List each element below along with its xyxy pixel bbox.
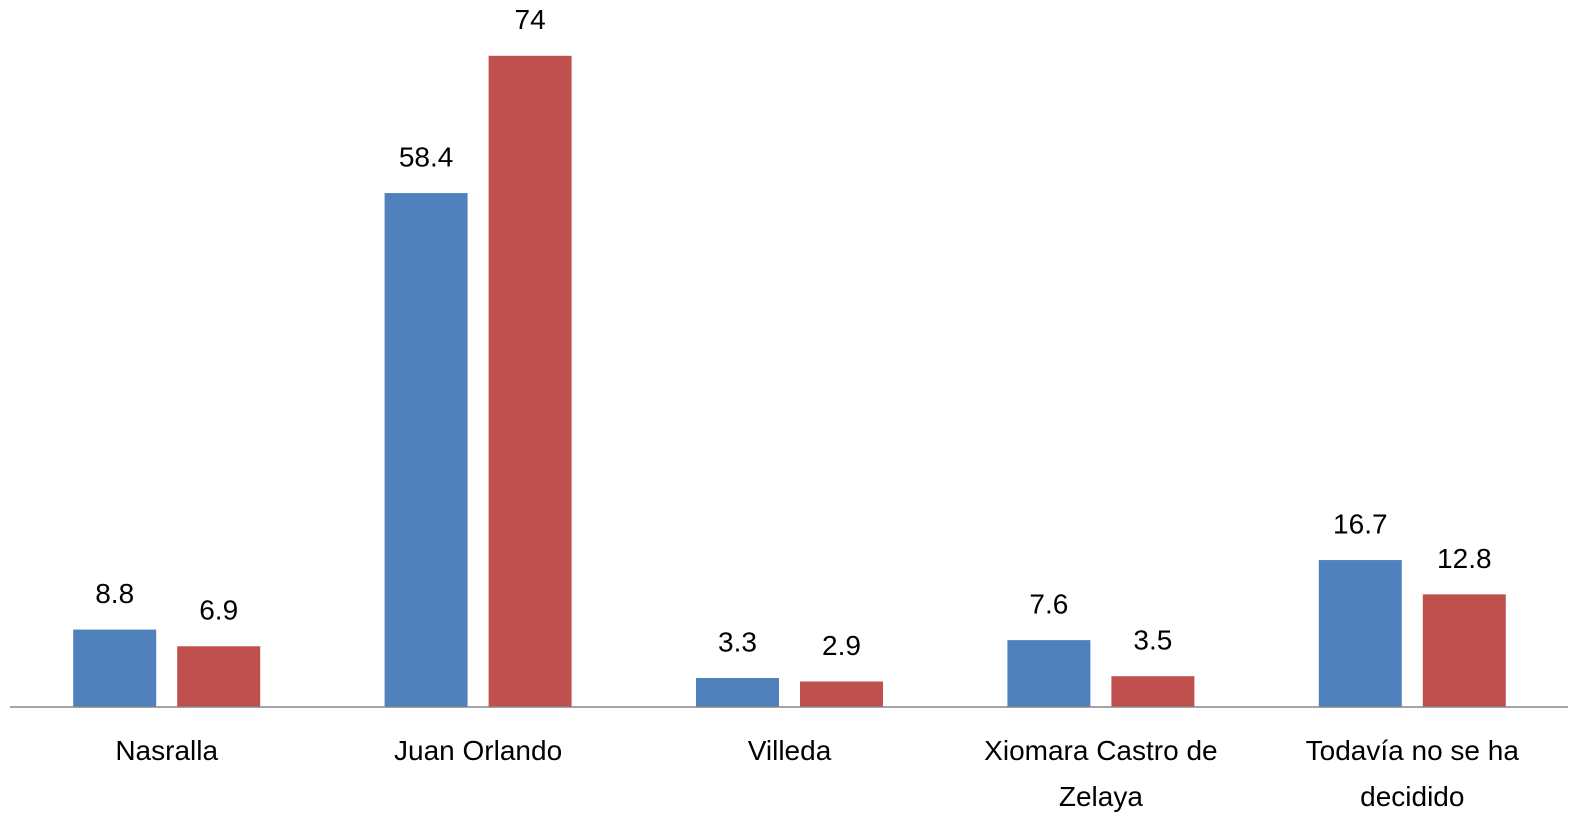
data-label: 8.8 <box>95 578 134 609</box>
bar <box>800 681 883 707</box>
data-label: 3.3 <box>718 626 757 657</box>
data-label: 6.9 <box>199 595 238 626</box>
data-label: 7.6 <box>1029 589 1068 620</box>
data-label: 3.5 <box>1133 625 1172 656</box>
bar <box>384 193 468 707</box>
data-label: 74 <box>515 4 546 35</box>
x-tick-label: Juan Orlando <box>394 735 563 766</box>
data-label: 58.4 <box>399 141 454 172</box>
bar <box>1422 594 1506 707</box>
data-label: 12.8 <box>1437 543 1492 574</box>
bar <box>177 646 261 707</box>
bar <box>1318 560 1402 707</box>
bar <box>1111 676 1195 707</box>
data-label: 16.7 <box>1333 508 1388 539</box>
bar <box>73 629 157 707</box>
x-tick-label: Xiomara Castro de Zelaya <box>984 735 1218 812</box>
bar <box>488 55 572 708</box>
x-tick-label: Todavía no se ha decidido <box>1305 735 1519 812</box>
x-tick-label: Nasralla <box>115 735 219 766</box>
x-tick-label: Villeda <box>747 735 832 766</box>
bar <box>696 677 779 707</box>
data-label: 2.9 <box>822 630 861 661</box>
bar <box>1007 640 1091 707</box>
